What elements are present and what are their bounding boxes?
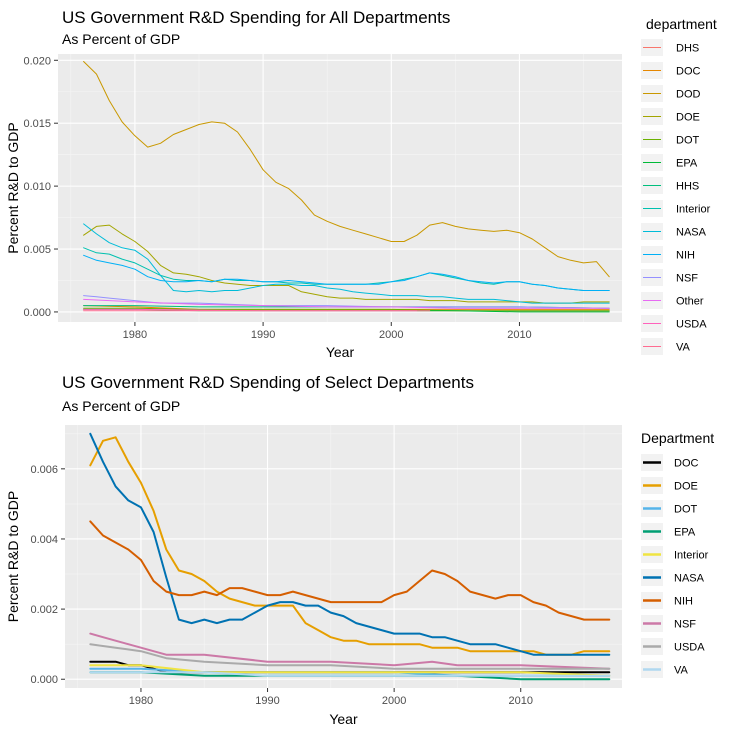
chart1-legend-label-other: Other [676,296,704,308]
chart1-tick-label-y: 0.015 [23,118,51,130]
chart2-series-nasa-line [89,432,611,656]
chart1-y-axis-title: Percent R&D to GDP [5,122,21,254]
chart1-legend-label-nasa: NASA [676,227,707,239]
chart1-series-nih-line [83,254,610,291]
chart2-tick-label-x: 1990 [255,695,279,707]
chart1-legend-label-nsf: NSF [676,273,698,285]
chart2-legend-label-nsf: NSF [674,619,696,631]
chart2-y-axis-title: Percent R&D to GDP [5,491,21,623]
chart2-legend-label-doc: DOC [674,458,699,470]
chart1-legend-label-dhs: DHS [676,43,699,55]
chart2-legend-label-nasa: NASA [674,573,705,585]
chart2-series-interior-line [89,664,611,677]
chart1-series-dod-line [83,61,610,278]
chart2-tick-label-y: 0.002 [30,604,58,616]
chart2-tick-label-x: 2000 [382,695,406,707]
chart2-title: US Government R&D Spending of Select Dep… [62,373,474,392]
chart1-series-nasa-line [83,223,610,304]
chart1-legend-label-doc: DOC [676,66,701,78]
chart2-tick-label-y: 0.004 [30,534,58,546]
chart2-subtitle: As Percent of GDP [62,398,180,414]
chart1-legend-label-va: VA [676,342,691,354]
chart2-legend-label-dot: DOT [674,504,698,516]
chart1-subtitle: As Percent of GDP [62,31,180,47]
chart1-tick-label-y: 0.020 [23,55,51,67]
chart1-legend-label-usda: USDA [676,319,707,331]
chart2-x-axis-title: Year [329,711,358,727]
chart2-legend-label-va: VA [674,665,689,677]
chart2-panel [65,425,622,688]
chart2-series-nih-line [89,520,611,621]
chart1-series-other-line [83,298,610,309]
chart2-tick-label-y: 0.000 [30,674,58,686]
chart2-legend-label-epa: EPA [674,527,696,539]
chart1-tick-label-y: 0.005 [23,244,51,256]
chart1-legend-label-dot: DOT [676,135,700,147]
chart2-legend-title: Department [641,430,714,446]
chart1-legend-label-nih: NIH [676,250,695,262]
chart2-tick-label-x: 1980 [129,695,153,707]
chart2-series-usda-line [89,643,611,670]
chart2-tick-label-x: 2010 [508,695,532,707]
chart2-tick-label-y: 0.006 [30,464,58,476]
chart2-series-va-line [89,671,611,677]
chart1-legend-title: department [646,16,717,32]
chart1-x-axis-title: Year [326,344,355,360]
chart1-legend-label-epa: EPA [676,158,698,170]
chart2-legend-label-nih: NIH [674,596,693,608]
chart1-tick-label-x: 1990 [251,329,275,341]
chart1-tick-label-x: 1980 [123,329,147,341]
chart1-legend-label-interior: Interior [676,204,711,216]
chart2-series-nsf-line [89,632,611,670]
chart2-group: US Government R&D Spending of Select Dep… [5,373,714,727]
chart1-legend-label-dod: DOD [676,89,701,101]
chart1-group: US Government R&D Spending for All Depar… [5,8,717,360]
chart2-legend-label-interior: Interior [674,550,709,562]
chart2-legend-label-usda: USDA [674,642,705,654]
chart1-legend-label-doe: DOE [676,112,700,124]
chart1-tick-label-x: 2010 [507,329,531,341]
chart1-panel [58,54,622,322]
chart1-series-nsf-line [83,295,610,309]
chart1-tick-label-x: 2000 [379,329,403,341]
chart1-title: US Government R&D Spending for All Depar… [62,8,450,27]
chart1-tick-label-y: 0.010 [23,181,51,193]
chart1-series-dot-line [83,307,610,312]
chart2-legend-label-doe: DOE [674,481,698,493]
chart1-tick-label-y: 0.000 [23,307,51,319]
chart1-legend-label-hhs: HHS [676,181,699,193]
